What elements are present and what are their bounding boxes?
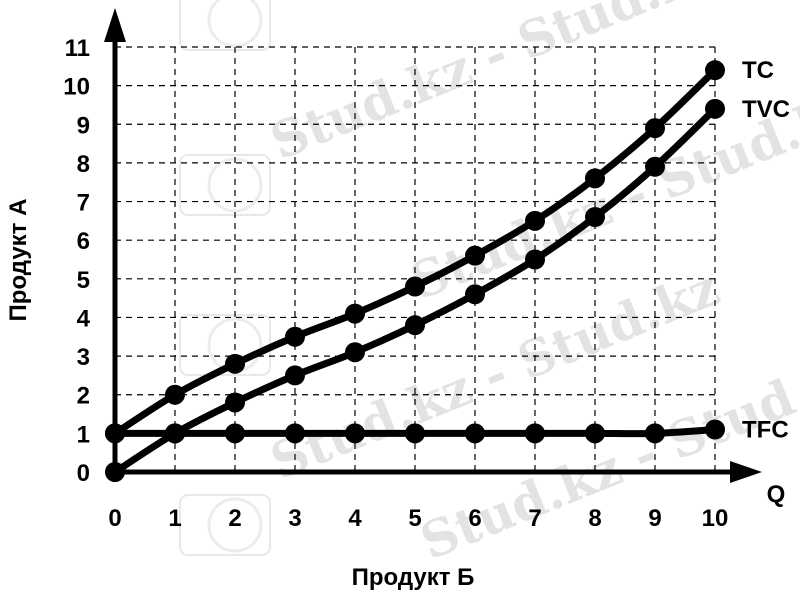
axes — [104, 8, 762, 483]
y-tick-label: 11 — [65, 35, 90, 62]
x-bottom-title: Продукт Б — [352, 564, 475, 591]
data-point-tc — [285, 326, 305, 347]
y-axis-title: Продукт А — [5, 199, 32, 322]
watermark-logo — [179, 0, 271, 51]
data-point-tfc — [705, 419, 725, 440]
y-tick-label: 1 — [77, 421, 90, 448]
data-point-tfc — [525, 423, 545, 444]
data-point-tvc — [465, 284, 485, 305]
data-point-tfc — [345, 423, 365, 444]
y-tick-label: 9 — [77, 112, 90, 139]
data-points — [105, 60, 725, 482]
data-point-tvc — [645, 156, 665, 177]
data-point-tvc — [345, 342, 365, 363]
data-point-tc — [585, 168, 605, 189]
labels: 0 1 2 3 4 5 6 7 8 9 10 0 1 2 3 4 5 6 7 8 9 10 11 Q Продукт Б Прод… — [5, 35, 790, 591]
data-point-tfc — [165, 423, 185, 444]
x-tick-label: 1 — [168, 505, 181, 532]
data-point-tvc — [705, 98, 725, 119]
y-tick-label: 7 — [77, 190, 90, 217]
y-tick-label: 3 — [77, 344, 90, 371]
y-tick-label: 8 — [77, 151, 90, 178]
watermark-logo-ring — [207, 497, 263, 553]
data-point-tvc — [585, 207, 605, 227]
x-tick-label: 7 — [528, 505, 541, 532]
x-tick-label: 5 — [408, 505, 421, 532]
x-axis-arrow — [730, 461, 762, 483]
y-tick-label: 5 — [77, 267, 90, 294]
data-point-tc — [165, 384, 185, 405]
x-tick-label: 0 — [108, 505, 121, 532]
x-tick-label: 2 — [228, 505, 241, 532]
data-point-tvc — [285, 365, 305, 386]
y-tick-label: 4 — [77, 305, 91, 332]
data-point-tfc — [405, 423, 425, 444]
y-axis-arrow — [104, 8, 126, 42]
watermark-logo — [179, 154, 271, 216]
data-point-tc — [225, 353, 245, 374]
data-point-tfc — [225, 423, 245, 444]
data-point-tfc — [645, 423, 665, 444]
data-point-tvc — [225, 392, 245, 413]
data-point-tfc — [105, 423, 125, 444]
watermark-logo-ring — [207, 0, 263, 48]
data-point-tfc — [465, 423, 485, 444]
data-point-tfc — [285, 423, 305, 444]
watermark-text: Stud.kz - Stud.kz — [402, 78, 800, 312]
data-point-tfc — [585, 423, 605, 444]
data-point-tvc — [405, 315, 425, 336]
series-label-tvc: TVC — [742, 96, 790, 123]
x-tick-label: 8 — [588, 505, 601, 532]
x-tick-label: 3 — [288, 505, 301, 532]
data-point-tc — [525, 210, 545, 231]
x-tick-label: 9 — [648, 505, 661, 532]
y-tick-label: 2 — [77, 383, 90, 410]
data-point-tvc — [525, 249, 545, 270]
data-point-tc — [705, 60, 725, 81]
data-point-tc — [645, 118, 665, 139]
x-tick-label: 6 — [468, 505, 481, 532]
data-point-tc — [465, 245, 485, 266]
x-axis-title: Q — [767, 481, 786, 508]
data-point-tc — [345, 303, 365, 324]
series-label-tc: TC — [742, 57, 774, 84]
watermark-logo — [179, 494, 271, 556]
y-tick-label: 0 — [77, 460, 90, 487]
x-tick-label: 4 — [348, 505, 362, 532]
y-tick-label: 6 — [77, 228, 90, 255]
data-point-tvc — [105, 462, 125, 482]
x-tick-label: 10 — [702, 505, 729, 532]
y-tick-label: 10 — [63, 74, 90, 101]
data-point-tc — [405, 276, 425, 297]
series-label-tfc: TFC — [742, 417, 789, 444]
